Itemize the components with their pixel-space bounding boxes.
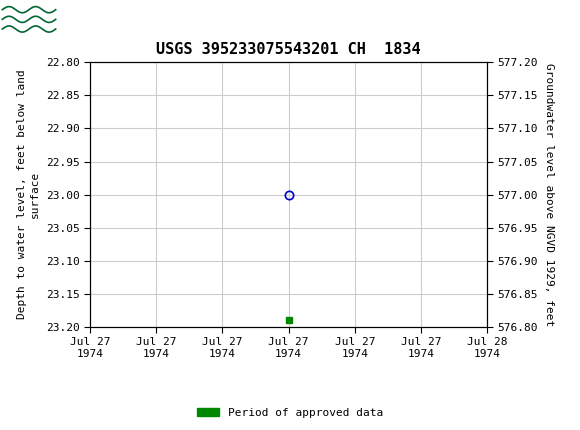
Text: USGS: USGS — [61, 10, 121, 29]
Y-axis label: Groundwater level above NGVD 1929, feet: Groundwater level above NGVD 1929, feet — [543, 63, 554, 326]
Bar — [1, 2, 56, 37]
Legend: Period of approved data: Period of approved data — [193, 403, 387, 422]
Title: USGS 395233075543201 CH  1834: USGS 395233075543201 CH 1834 — [156, 42, 421, 57]
Y-axis label: Depth to water level, feet below land
surface: Depth to water level, feet below land su… — [17, 70, 40, 319]
